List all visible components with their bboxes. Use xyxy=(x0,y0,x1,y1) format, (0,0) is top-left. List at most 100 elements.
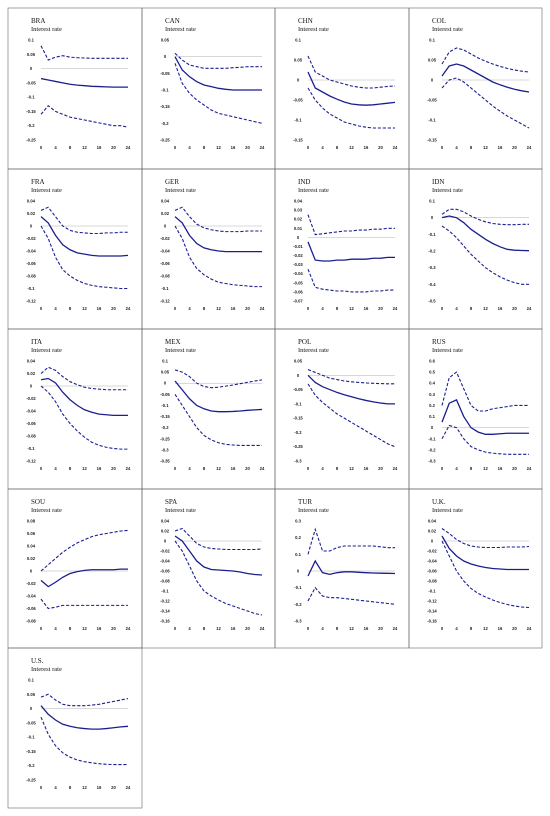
y-tick-label: -0.08 xyxy=(427,579,437,584)
x-tick-label: 24 xyxy=(260,466,265,471)
y-tick-label: -0.3 xyxy=(428,265,436,270)
panel-border xyxy=(141,328,276,490)
y-tick-label: -0.1 xyxy=(294,118,302,123)
x-tick-label: 20 xyxy=(378,626,383,631)
irf-line xyxy=(174,380,263,413)
y-tick-label: 0.04 xyxy=(27,359,36,364)
y-tick-label: -0.15 xyxy=(293,138,303,143)
x-tick-label: 24 xyxy=(527,626,532,631)
y-tick-label: -0.02 xyxy=(26,581,36,586)
lower-band-line xyxy=(174,540,263,616)
x-tick-label: 24 xyxy=(393,145,398,150)
y-tick-label: 0.3 xyxy=(295,519,301,524)
y-tick-label: 0 xyxy=(30,224,33,229)
y-tick-label: 0.02 xyxy=(161,529,170,534)
upper-band-line xyxy=(307,527,395,555)
x-tick-label: 8 xyxy=(470,306,473,311)
y-tick-label: -0.15 xyxy=(293,416,303,421)
y-tick-label: -0.12 xyxy=(427,599,437,604)
irf-line xyxy=(307,374,395,405)
x-tick-label: 20 xyxy=(111,785,116,790)
x-tick-label: 8 xyxy=(69,626,72,631)
y-tick-label: -0.3 xyxy=(161,447,169,452)
y-tick-label: 0.1 xyxy=(429,38,435,43)
x-tick-label: 12 xyxy=(82,306,87,311)
irf-line xyxy=(441,63,530,93)
y-tick-label: 0.1 xyxy=(28,38,34,43)
x-tick-label: 16 xyxy=(498,626,503,631)
x-tick-label: 4 xyxy=(321,306,324,311)
y-tick-label: 0 xyxy=(164,539,167,544)
y-tick-label: -0.02 xyxy=(427,549,437,554)
y-tick-label: -0.04 xyxy=(427,559,437,564)
y-tick-label: 0.06 xyxy=(27,531,36,536)
y-tick-label: 0.02 xyxy=(428,529,437,534)
y-tick-label: -0.3 xyxy=(294,459,302,464)
y-tick-label: -0.3 xyxy=(294,619,302,624)
x-tick-label: 8 xyxy=(336,306,339,311)
x-tick-label: 4 xyxy=(321,626,324,631)
panel-subtitle: Interest rate xyxy=(31,187,62,194)
x-tick-label: 8 xyxy=(470,466,473,471)
y-tick-label: 0.05 xyxy=(161,38,170,43)
x-tick-label: 12 xyxy=(82,626,87,631)
y-tick-label: 0.1 xyxy=(162,359,168,364)
y-tick-label: 0.5 xyxy=(429,370,435,375)
y-tick-label: -0.2 xyxy=(161,425,169,430)
x-tick-label: 4 xyxy=(455,306,458,311)
y-tick-label: -0.15 xyxy=(160,104,170,109)
y-tick-label: -0.08 xyxy=(26,619,36,624)
x-tick-label: 24 xyxy=(260,626,265,631)
x-tick-label: 0 xyxy=(40,306,43,311)
panel-title: IDN xyxy=(432,178,444,186)
upper-band-line xyxy=(174,369,263,389)
lower-band-line xyxy=(174,63,263,124)
x-tick-label: 12 xyxy=(82,145,87,150)
y-tick-label: -0.1 xyxy=(161,589,169,594)
x-tick-label: 24 xyxy=(527,466,532,471)
x-tick-label: 4 xyxy=(188,626,191,631)
upper-band-line xyxy=(174,52,262,69)
panel-subtitle: Interest rate xyxy=(31,347,62,354)
x-tick-label: 4 xyxy=(188,306,191,311)
x-tick-label: 8 xyxy=(336,466,339,471)
x-tick-label: 20 xyxy=(245,145,250,150)
x-tick-label: 12 xyxy=(216,466,221,471)
y-tick-label: -0.2 xyxy=(428,447,436,452)
irf-line xyxy=(174,216,262,253)
y-tick-label: -0.14 xyxy=(160,609,170,614)
lower-band-line xyxy=(307,268,395,293)
y-tick-label: 0.2 xyxy=(429,403,435,408)
upper-band-line xyxy=(307,369,395,385)
x-tick-label: 8 xyxy=(203,466,206,471)
x-tick-label: 4 xyxy=(54,306,57,311)
x-tick-label: 4 xyxy=(455,626,458,631)
x-tick-label: 0 xyxy=(441,626,444,631)
panel-title: SOU xyxy=(31,498,45,506)
y-tick-label: -0.2 xyxy=(161,121,169,126)
y-tick-label: -0.08 xyxy=(26,274,36,279)
lower-band-line xyxy=(174,394,262,446)
y-tick-label: -0.25 xyxy=(26,778,36,783)
y-tick-label: -0.05 xyxy=(293,98,303,103)
y-tick-label: 0.1 xyxy=(295,552,301,557)
lower-band-line xyxy=(40,225,128,290)
upper-band-line xyxy=(40,693,129,707)
panel-subtitle: Interest rate xyxy=(298,187,329,194)
x-tick-label: 16 xyxy=(97,306,102,311)
y-tick-label: 0 xyxy=(30,66,33,71)
x-tick-label: 0 xyxy=(174,626,177,631)
y-tick-label: -0.02 xyxy=(160,549,170,554)
y-tick-label: -0.1 xyxy=(161,403,169,408)
y-tick-label: -0.08 xyxy=(26,434,36,439)
y-tick-label: 0 xyxy=(431,78,434,83)
x-tick-label: 16 xyxy=(498,145,503,150)
x-tick-label: 16 xyxy=(231,145,236,150)
y-tick-label: -0.12 xyxy=(160,299,170,304)
x-tick-label: 12 xyxy=(483,306,488,311)
y-tick-label: -0.04 xyxy=(26,594,36,599)
irf-line xyxy=(307,71,396,106)
